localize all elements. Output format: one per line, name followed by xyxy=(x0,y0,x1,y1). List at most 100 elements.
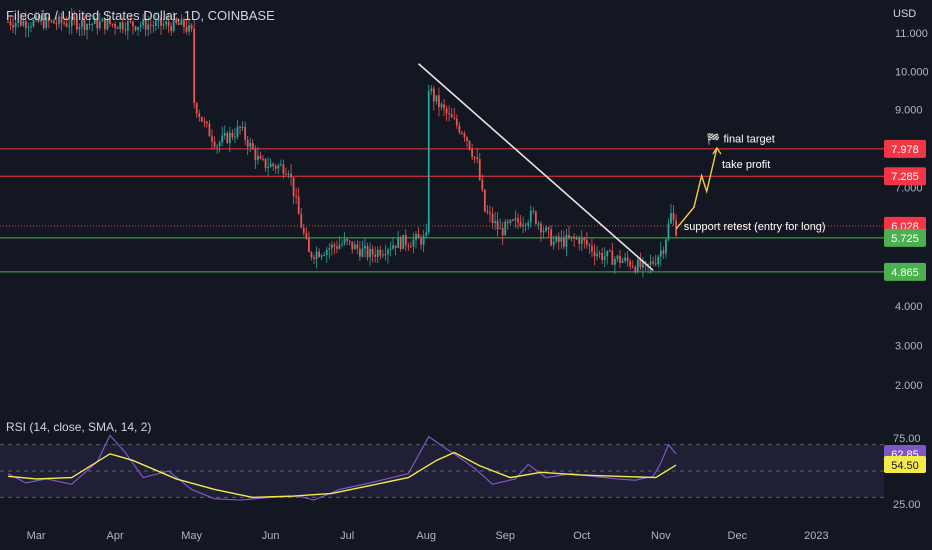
candle-body xyxy=(98,21,101,29)
candle-body xyxy=(42,18,45,29)
candle-body xyxy=(542,230,545,233)
time-tick-label: 2023 xyxy=(804,530,828,542)
candle-body xyxy=(336,246,338,249)
candle-body xyxy=(55,23,58,25)
price-tick-label: 3.000 xyxy=(895,341,923,353)
candle-body xyxy=(471,149,473,157)
candle-body xyxy=(430,88,433,92)
candle-body xyxy=(269,163,272,167)
candle-body xyxy=(565,234,568,247)
candle-body xyxy=(461,132,463,134)
level-label-7.285: 7.285 xyxy=(891,171,919,183)
candle-body xyxy=(374,254,377,257)
time-tick-label: Oct xyxy=(573,530,590,542)
candle-body xyxy=(193,28,196,104)
candle-body xyxy=(249,142,252,147)
candle-body xyxy=(58,16,60,24)
candle-body xyxy=(570,236,573,238)
candle-body xyxy=(195,103,198,114)
candle-body xyxy=(369,249,371,258)
candle-body xyxy=(519,222,522,227)
candle-body xyxy=(208,123,211,137)
candle-body xyxy=(251,142,254,149)
candle-body xyxy=(333,244,336,247)
candle-body xyxy=(410,246,412,248)
candle-body xyxy=(147,24,150,30)
candle-body xyxy=(366,245,369,258)
candle-body xyxy=(588,244,591,246)
candle-body xyxy=(330,244,333,249)
candle-body xyxy=(443,104,445,109)
candle-body xyxy=(524,224,527,226)
level-label-7.978: 7.978 xyxy=(891,144,919,156)
candle-body xyxy=(550,229,553,246)
rsi-tick-label: 25.00 xyxy=(893,499,921,511)
candle-body xyxy=(32,19,35,27)
rsi-indicator-title[interactable]: RSI (14, close, SMA, 14, 2) xyxy=(6,420,152,434)
candle-body xyxy=(305,233,308,239)
candle-body xyxy=(318,251,320,257)
candle-body xyxy=(111,23,114,25)
candle-body xyxy=(162,24,165,26)
level-label-bg-5.725 xyxy=(884,228,926,247)
candle-body xyxy=(119,22,122,29)
candle-body xyxy=(53,20,55,24)
candle-body xyxy=(453,117,456,119)
candle-body xyxy=(180,19,183,25)
candle-body xyxy=(341,243,343,246)
candle-body xyxy=(116,27,119,29)
candle-body xyxy=(494,220,496,224)
candle-body xyxy=(351,241,354,250)
candle-body xyxy=(512,219,514,221)
candle-body xyxy=(670,213,672,224)
candle-body xyxy=(606,250,609,257)
candle-body xyxy=(175,18,178,23)
candle-body xyxy=(234,136,236,138)
candle-body xyxy=(585,240,588,245)
candle-body xyxy=(290,173,292,178)
candle-body xyxy=(501,228,504,236)
candle-body xyxy=(50,20,53,22)
candle-body xyxy=(124,29,127,31)
candle-body xyxy=(371,249,374,255)
candle-body xyxy=(81,20,83,27)
candle-body xyxy=(621,260,624,263)
candle-body xyxy=(167,21,170,26)
candle-body xyxy=(563,237,565,247)
time-tick-label: Jun xyxy=(262,530,280,542)
candle-body xyxy=(274,166,277,169)
candle-body xyxy=(473,156,476,158)
candle-body xyxy=(144,19,147,30)
candle-body xyxy=(425,232,428,236)
candle-body xyxy=(356,244,359,249)
candle-body xyxy=(580,237,583,244)
candle-body xyxy=(216,146,218,148)
candle-body xyxy=(611,250,614,265)
candle-body xyxy=(552,241,555,246)
time-tick-label: Dec xyxy=(728,530,748,542)
candle-body xyxy=(93,18,96,24)
candle-body xyxy=(557,236,560,242)
candle-body xyxy=(203,121,206,123)
candle-body xyxy=(338,245,341,249)
candle-body xyxy=(134,26,137,30)
candle-body xyxy=(35,15,37,20)
candle-body xyxy=(652,261,655,264)
candle-body xyxy=(629,261,632,267)
candle-body xyxy=(7,21,9,23)
candle-body xyxy=(601,252,604,260)
candle-body xyxy=(397,237,400,248)
candle-body xyxy=(121,22,124,30)
candle-body xyxy=(223,133,226,136)
symbol-title[interactable]: Filecoin / United States Dollar, 1D, COI… xyxy=(6,8,275,23)
candle-body xyxy=(440,104,443,108)
candle-body xyxy=(387,249,389,255)
candle-body xyxy=(547,227,550,230)
candle-body xyxy=(308,238,310,253)
candle-body xyxy=(384,254,387,256)
price-tick-label: 2.000 xyxy=(895,380,923,392)
projection-arrowhead xyxy=(712,146,722,155)
candle-body xyxy=(236,126,239,137)
support-retest-label: support retest (entry for long) xyxy=(684,221,826,233)
